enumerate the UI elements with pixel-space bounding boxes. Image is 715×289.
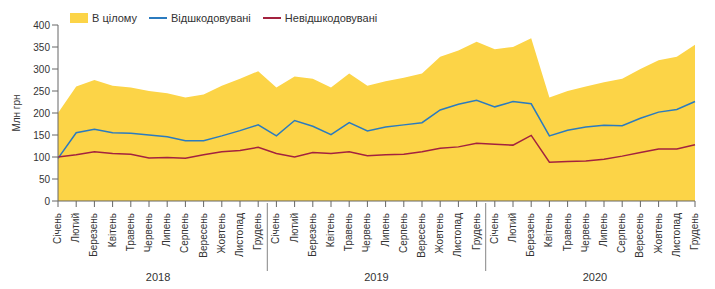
svg-text:350: 350 [33,42,50,53]
svg-text:Січень: Січень [270,213,281,244]
svg-text:Січень: Січень [489,213,500,244]
svg-text:Серпень: Серпень [179,213,190,253]
svg-text:Жовтень: Жовтень [216,213,227,254]
svg-text:Березень: Березень [525,213,536,257]
svg-text:Березень: Березень [88,213,99,257]
svg-text:Липень: Липень [380,213,391,247]
svg-text:Травень: Травень [562,213,573,251]
svg-text:Листопад: Листопад [452,213,463,257]
svg-text:2019: 2019 [364,271,388,281]
svg-text:Вересень: Вересень [198,213,209,258]
svg-text:Лютий: Лютий [70,213,81,243]
svg-text:Травень: Травень [125,213,136,251]
svg-text:Червень: Червень [580,213,591,252]
svg-text:300: 300 [33,64,50,75]
svg-text:Грудень: Грудень [471,213,482,250]
svg-text:50: 50 [39,174,51,185]
svg-text:Вересень: Вересень [634,213,645,258]
svg-text:Листопад: Листопад [234,213,245,257]
svg-text:2020: 2020 [583,271,607,281]
svg-text:Червень: Червень [361,213,372,252]
svg-text:Липень: Липень [598,213,609,247]
svg-text:100: 100 [33,152,50,163]
svg-text:Жовтень: Жовтень [653,213,664,254]
svg-text:200: 200 [33,108,50,119]
svg-text:Квітень: Квітень [543,213,554,247]
svg-text:Березень: Березень [307,213,318,257]
svg-text:150: 150 [33,130,50,141]
svg-text:Серпень: Серпень [616,213,627,253]
svg-text:0: 0 [44,196,50,207]
svg-text:Грудень: Грудень [252,213,263,250]
svg-text:400: 400 [33,20,50,31]
html-text:В цілому: В цілому [92,12,137,24]
svg-text:Квітень: Квітень [107,213,118,247]
svg-text:Січень: Січень [52,213,63,244]
svg-text:Серпень: Серпень [398,213,409,253]
svg-text:Травень: Травень [343,213,354,251]
svg-text:250: 250 [33,86,50,97]
svg-text:Квітень: Квітень [325,213,336,247]
svg-text:2018: 2018 [146,271,170,281]
svg-text:Лютий: Лютий [507,213,518,243]
svg-text:Млн грн: Млн грн [11,94,22,131]
html-text:Відшкодовувані: Відшкодовувані [171,12,251,24]
svg-text:Жовтень: Жовтень [434,213,445,254]
svg-text:Вересень: Вересень [416,213,427,258]
svg-text:Червень: Червень [143,213,154,252]
svg-text:Листопад: Листопад [671,213,682,257]
svg-text:Грудень: Грудень [689,213,700,250]
svg-text:Лютий: Лютий [289,213,300,243]
html-text:Невідшкодовувані: Невідшкодовувані [284,12,378,24]
svg-text:Липень: Липень [161,213,172,247]
